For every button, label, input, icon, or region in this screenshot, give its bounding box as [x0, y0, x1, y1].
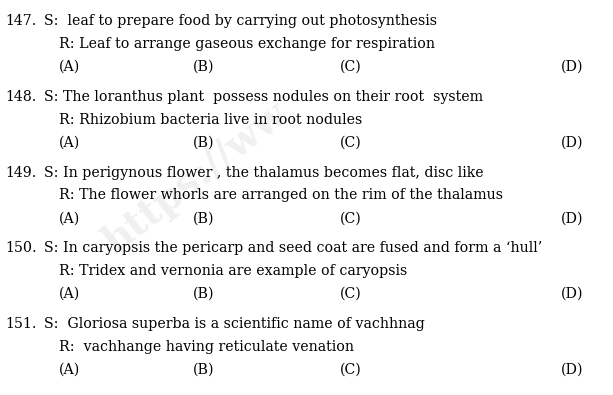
- Text: (A): (A): [59, 287, 80, 301]
- Text: S:  leaf to prepare food by carrying out photosynthesis: S: leaf to prepare food by carrying out …: [44, 14, 437, 28]
- Text: R:  vachhange having reticulate venation: R: vachhange having reticulate venation: [59, 340, 354, 354]
- Text: (C): (C): [340, 363, 362, 377]
- Text: (C): (C): [340, 211, 362, 225]
- Text: (B): (B): [193, 287, 215, 301]
- Text: (D): (D): [561, 363, 584, 377]
- Text: 148.: 148.: [5, 90, 36, 103]
- Text: (B): (B): [193, 211, 215, 225]
- Text: R: Tridex and vernonia are example of caryopsis: R: Tridex and vernonia are example of ca…: [59, 264, 407, 278]
- Text: (C): (C): [340, 287, 362, 301]
- Text: (D): (D): [561, 287, 584, 301]
- Text: https://ww: https://ww: [97, 94, 295, 261]
- Text: (D): (D): [561, 60, 584, 73]
- Text: (A): (A): [59, 60, 80, 73]
- Text: (C): (C): [340, 135, 362, 149]
- Text: S: In perigynous flower , the thalamus becomes flat, disc like: S: In perigynous flower , the thalamus b…: [44, 166, 484, 179]
- Text: 151.: 151.: [5, 317, 36, 331]
- Text: (A): (A): [59, 211, 80, 225]
- Text: S: In caryopsis the pericarp and seed coat are fused and form a ‘hull’: S: In caryopsis the pericarp and seed co…: [44, 241, 543, 255]
- Text: R: The flower whorls are arranged on the rim of the thalamus: R: The flower whorls are arranged on the…: [59, 188, 503, 202]
- Text: 149.: 149.: [5, 166, 36, 179]
- Text: (A): (A): [59, 135, 80, 149]
- Text: (B): (B): [193, 363, 215, 377]
- Text: (C): (C): [340, 60, 362, 73]
- Text: R: Rhizobium bacteria live in root nodules: R: Rhizobium bacteria live in root nodul…: [59, 113, 362, 126]
- Text: (A): (A): [59, 363, 80, 377]
- Text: (D): (D): [561, 135, 584, 149]
- Text: 147.: 147.: [5, 14, 36, 28]
- Text: S: The loranthus plant  possess nodules on their root  system: S: The loranthus plant possess nodules o…: [44, 90, 483, 103]
- Text: (B): (B): [193, 135, 215, 149]
- Text: 150.: 150.: [5, 241, 37, 255]
- Text: R: Leaf to arrange gaseous exchange for respiration: R: Leaf to arrange gaseous exchange for …: [59, 37, 435, 51]
- Text: S:  Gloriosa superba is a scientific name of vachhnag: S: Gloriosa superba is a scientific name…: [44, 317, 425, 331]
- Text: (B): (B): [193, 60, 215, 73]
- Text: (D): (D): [561, 211, 584, 225]
